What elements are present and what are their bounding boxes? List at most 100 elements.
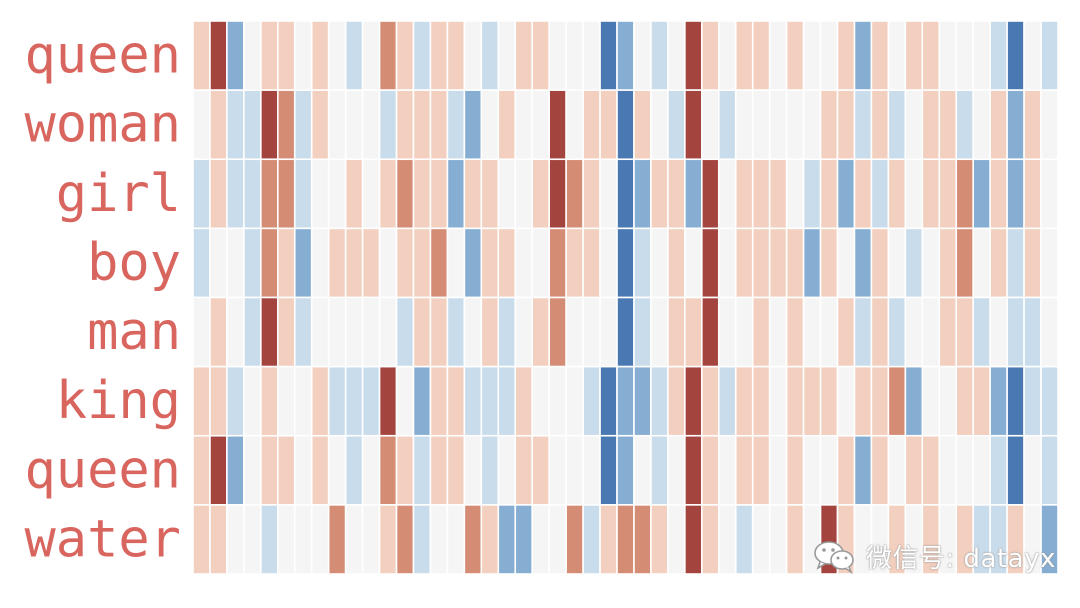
heatmap-cell — [260, 296, 279, 368]
heatmap-cell — [327, 227, 347, 299]
heatmap-cell — [751, 227, 771, 299]
heatmap-cell — [395, 365, 415, 437]
heatmap-cell — [1040, 20, 1059, 91]
heatmap-cell — [463, 504, 483, 575]
heatmap-cell — [768, 89, 788, 161]
heatmap-cell — [565, 227, 584, 299]
heatmap-cell — [209, 296, 228, 368]
heatmap-cell — [243, 504, 262, 575]
heatmap-cell — [480, 89, 500, 161]
heatmap-cell — [667, 158, 686, 230]
heatmap-cell — [260, 365, 279, 437]
heatmap-cell — [616, 89, 635, 161]
heatmap-cell — [497, 20, 517, 91]
heatmap-cell — [582, 227, 601, 299]
heatmap-cell — [1006, 434, 1025, 506]
heatmap-cell — [310, 504, 330, 575]
heatmap-cell — [378, 20, 398, 91]
heatmap-cell — [836, 434, 856, 506]
heatmap-cell — [1023, 434, 1042, 506]
heatmap-cell — [310, 20, 330, 91]
heatmap-cell — [395, 89, 415, 161]
heatmap-cell — [768, 158, 788, 230]
heatmap-cell — [650, 296, 669, 368]
heatmap-cell — [582, 365, 601, 437]
heatmap-cell — [785, 20, 805, 91]
heatmap-cell — [938, 158, 958, 230]
heatmap-cell — [853, 227, 873, 299]
heatmap-cell — [192, 434, 211, 506]
heatmap-cell — [310, 365, 330, 437]
heatmap-cell — [667, 89, 686, 161]
heatmap-cell — [378, 296, 398, 368]
heatmap-cell — [853, 296, 873, 368]
heatmap-cell — [260, 89, 279, 161]
heatmap-cell — [1006, 365, 1025, 437]
heatmap-cell — [734, 20, 754, 91]
heatmap-cell — [531, 227, 550, 299]
heatmap-cell — [243, 89, 262, 161]
heatmap-cell — [717, 227, 737, 299]
heatmap-cell — [616, 365, 635, 437]
heatmap-cell — [1040, 296, 1059, 368]
heatmap-cell — [344, 89, 364, 161]
heatmap-cell — [684, 20, 703, 91]
heatmap-cell — [226, 158, 245, 230]
heatmap-cell — [785, 434, 805, 506]
heatmap-cell — [802, 20, 822, 91]
heatmap-cell — [717, 89, 737, 161]
heatmap-cell — [921, 296, 941, 368]
heatmap-cell — [446, 89, 466, 161]
heatmap-cell — [1040, 89, 1059, 161]
heatmap-cell — [395, 296, 415, 368]
heatmap-cell — [989, 296, 1008, 368]
heatmap-cell — [904, 434, 924, 506]
heatmap-cell — [497, 89, 517, 161]
heatmap-cell — [938, 296, 958, 368]
heatmap-cell — [701, 296, 720, 368]
heatmap-cell — [192, 504, 211, 575]
heatmap-cell — [412, 20, 432, 91]
heatmap-cell — [921, 158, 941, 230]
heatmap-cell — [836, 365, 856, 437]
heatmap-cell — [684, 296, 703, 368]
heatmap-cell — [785, 89, 805, 161]
heatmap-cell — [684, 89, 703, 161]
heatmap-cell — [955, 89, 974, 161]
heatmap-cell — [327, 89, 347, 161]
heatmap-cell — [548, 296, 567, 368]
heatmap-cell — [497, 504, 517, 575]
heatmap-cell — [565, 158, 584, 230]
heatmap-cell — [446, 504, 466, 575]
heatmap-cell — [819, 89, 839, 161]
heatmap-cell — [514, 296, 534, 368]
heatmap-cell — [717, 296, 737, 368]
heatmap-cell — [667, 504, 686, 575]
heatmap-cell — [667, 296, 686, 368]
watermark-text: 微信号: datayx — [866, 543, 1056, 574]
heatmap-cell — [633, 20, 652, 91]
heatmap-cell — [310, 227, 330, 299]
heatmap-cell — [751, 158, 771, 230]
heatmap-cell — [361, 89, 381, 161]
heatmap-cell — [412, 365, 432, 437]
heatmap-cell — [1040, 365, 1059, 437]
heatmap-cell — [701, 20, 720, 91]
heatmap-cell — [514, 158, 534, 230]
heatmap-cell — [463, 227, 483, 299]
heatmap-cell — [938, 89, 958, 161]
heatmap-cell — [938, 434, 958, 506]
heatmap-cell — [989, 227, 1008, 299]
heatmap-cell — [599, 89, 618, 161]
heatmap-cell — [904, 20, 924, 91]
heatmap-cell — [684, 434, 703, 506]
heatmap-cell — [887, 227, 907, 299]
heatmap-cell — [412, 227, 432, 299]
heatmap-cell — [1023, 158, 1042, 230]
heatmap-cells — [192, 20, 1059, 575]
heatmap-cell — [378, 504, 398, 575]
heatmap-cell — [938, 227, 958, 299]
heatmap-cell — [276, 20, 296, 91]
heatmap-cell — [921, 365, 941, 437]
